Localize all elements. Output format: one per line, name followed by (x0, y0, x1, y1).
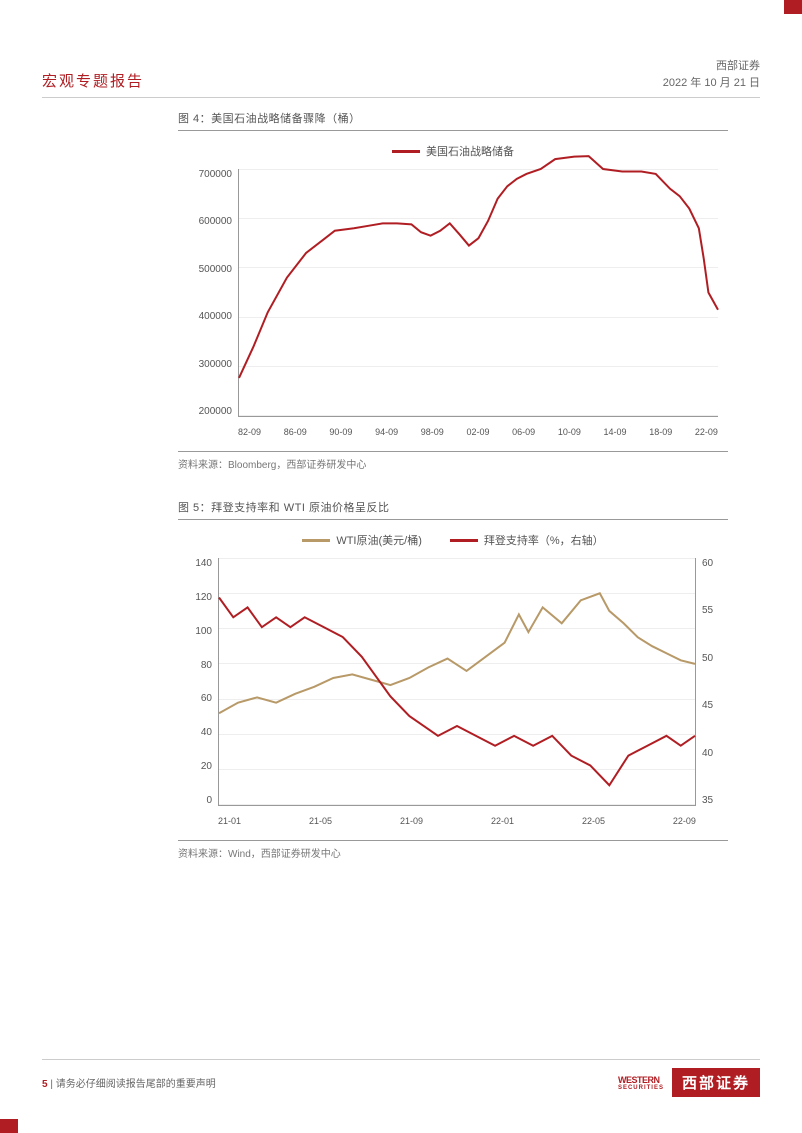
figure4-legend: 美国石油战略储备 (178, 143, 728, 159)
figure4-plot-area (238, 169, 718, 417)
brand-logo-en: WESTERN SECURITIES (618, 1075, 664, 1091)
figure5-legend-biden-swatch (450, 539, 478, 542)
figure5-line-svg (219, 558, 695, 805)
figure5-legend-wti: WTI原油(美元/桶) (302, 532, 422, 548)
figure5-chart: WTI原油(美元/桶) 拜登支持率（%，右轴） 1401201008060402… (178, 526, 728, 836)
report-type-label: 宏观专题报告 (42, 70, 144, 91)
main-content: 图 4：美国石油战略储备骤降（桶） 美国石油战略储备 7000006000005… (178, 110, 728, 888)
figure4-source: 资料来源：Bloomberg，西部证券研发中心 (178, 451, 728, 471)
corner-mark-bottom-left (0, 1119, 18, 1133)
figure4-y-axis: 700000600000500000400000300000200000 (178, 169, 238, 417)
figure5-legend-wti-swatch (302, 539, 330, 542)
page-number: 5 (42, 1079, 48, 1090)
brand-cn: 西部证券 (672, 1068, 760, 1097)
header-right: 西部证券 2022 年 10 月 21 日 (663, 58, 760, 91)
figure4-title: 图 4：美国石油战略储备骤降（桶） (178, 110, 728, 131)
footer-left: 5 | 请务必仔细阅读报告尾部的重要声明 (42, 1075, 216, 1090)
brand: WESTERN SECURITIES 西部证券 (618, 1068, 760, 1097)
figure5-y-axis-left: 140120100806040200 (178, 558, 218, 806)
figure5-title: 图 5：拜登支持率和 WTI 原油价格呈反比 (178, 499, 728, 520)
footer-separator: | (50, 1079, 53, 1090)
corner-mark-top-right (784, 0, 802, 14)
figure5-plot-area (218, 558, 696, 806)
figure5-source: 资料来源：Wind，西部证券研发中心 (178, 840, 728, 860)
figure5-legend-wti-label: WTI原油(美元/桶) (336, 532, 422, 548)
figure4-line-svg (239, 169, 718, 416)
brand-en: WESTERN (618, 1075, 664, 1085)
figure4-x-axis: 82-0986-0990-0994-0998-0902-0906-0910-09… (238, 427, 718, 437)
figure5-x-axis: 21-0121-0521-0922-0122-0522-09 (218, 816, 696, 826)
figure4-legend-swatch (392, 150, 420, 153)
figure5-legend-biden: 拜登支持率（%，右轴） (450, 532, 604, 548)
figure5-legend-biden-label: 拜登支持率（%，右轴） (484, 532, 604, 548)
figure5-legend: WTI原油(美元/桶) 拜登支持率（%，右轴） (178, 532, 728, 548)
page-footer: 5 | 请务必仔细阅读报告尾部的重要声明 WESTERN SECURITIES … (42, 1059, 760, 1097)
figure4-legend-label: 美国石油战略储备 (426, 143, 514, 159)
brand-sub: SECURITIES (618, 1085, 664, 1091)
page-header: 宏观专题报告 西部证券 2022 年 10 月 21 日 (42, 58, 760, 98)
report-date: 2022 年 10 月 21 日 (663, 75, 760, 92)
company-name: 西部证券 (663, 58, 760, 75)
figure4-legend-item: 美国石油战略储备 (392, 143, 514, 159)
footer-disclaimer: 请务必仔细阅读报告尾部的重要声明 (56, 1079, 216, 1090)
figure5-y-axis-right: 605550454035 (696, 558, 728, 806)
figure4-chart: 美国石油战略储备 7000006000005000004000003000002… (178, 137, 728, 447)
